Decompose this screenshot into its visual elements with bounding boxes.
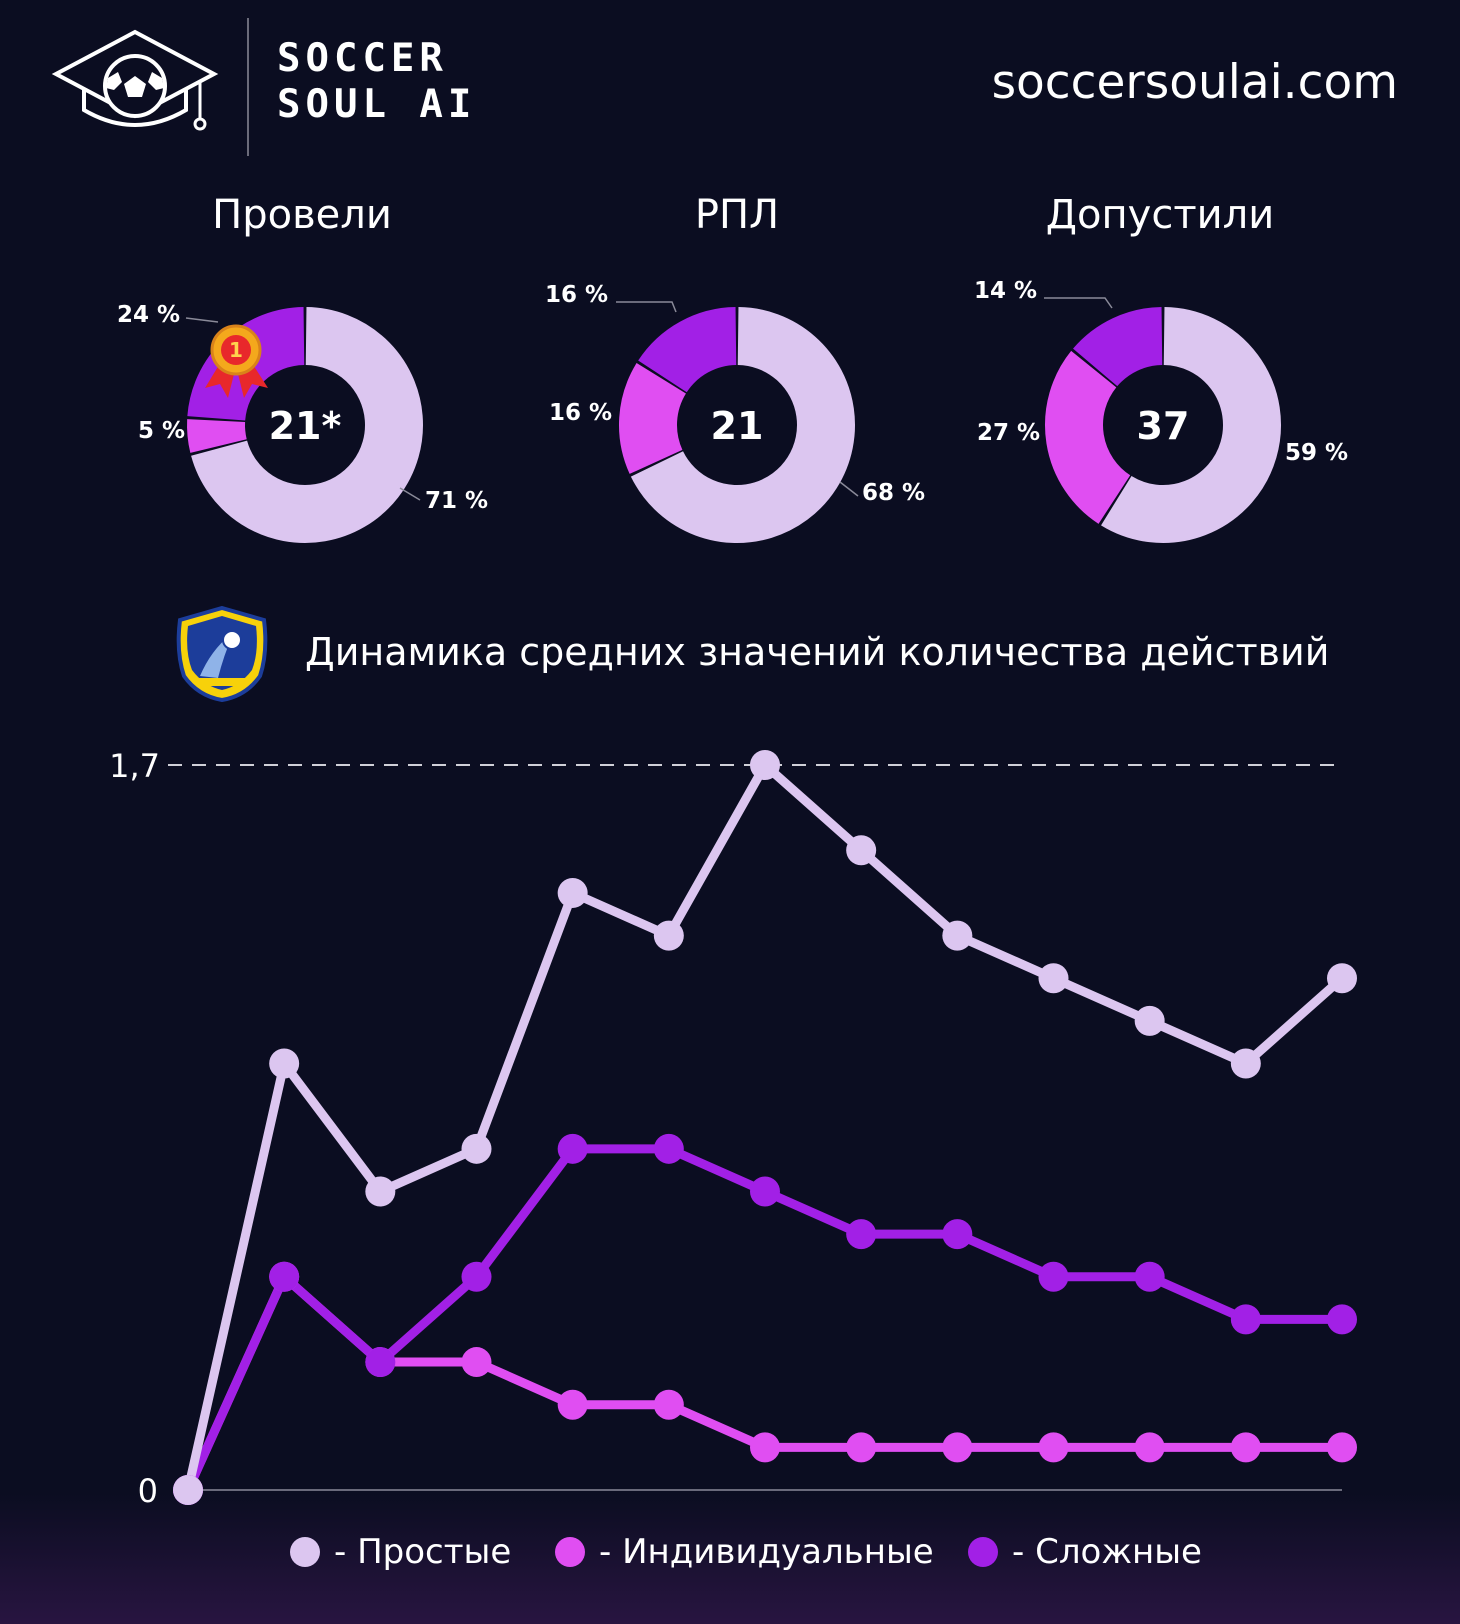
series-1-point-4 — [557, 1389, 588, 1420]
donut-title-league: РПЛ — [694, 192, 780, 238]
chart-title: Динамика средних значений количества дей… — [305, 630, 1330, 674]
series-1-point-3 — [461, 1347, 492, 1378]
brand-name-line1: SOCCER — [277, 36, 448, 81]
series-0-point-1 — [269, 1048, 300, 1079]
legend-dot-simple — [290, 1537, 320, 1567]
donut-1-center-value: 21* — [269, 404, 342, 448]
series-0-point-2 — [365, 1176, 396, 1207]
fc-rostov-badge-icon — [176, 606, 268, 702]
series-0-point-10 — [1134, 1005, 1165, 1036]
donut-2-label-complex: 16 % — [545, 282, 608, 308]
donut-3-label-individual: 27 % — [977, 420, 1040, 446]
legend-dot-individual — [555, 1537, 585, 1567]
series-line-0 — [183, 760, 1345, 1491]
svg-text:1: 1 — [229, 338, 243, 362]
site-url: soccersoulai.com — [991, 55, 1398, 110]
donut-title-scored: Провели — [212, 192, 392, 238]
donut-3-label-simple: 59 % — [1285, 440, 1348, 466]
legend-item-individual: - Индивидуальные — [555, 1532, 934, 1572]
y-tick-label-0: 0 — [138, 1472, 158, 1510]
series-2-point-5 — [653, 1133, 684, 1164]
series-2-point-3 — [461, 1261, 492, 1292]
series-2-point-9 — [1038, 1261, 1069, 1292]
donut-2-leader-complex — [616, 301, 677, 313]
donut-3-slice-complex — [1073, 307, 1164, 388]
line-chart: 01,7 — [109, 747, 1357, 1510]
donut-2-slice-complex — [638, 307, 738, 394]
donut-title-conceded: Допустили — [1045, 192, 1275, 238]
series-0-point-0 — [173, 1475, 203, 1505]
y-tick-label-max: 1,7 — [109, 747, 160, 785]
series-0-point-5 — [653, 920, 684, 951]
series-1-point-6 — [750, 1432, 780, 1463]
donut-1-slice-individual — [187, 419, 247, 453]
donut-2-slice-individual — [619, 363, 687, 474]
donut-1-leader-complex — [185, 317, 219, 323]
donut-3-leader-complex — [1044, 297, 1113, 309]
legend-label-simple: - Простые — [334, 1532, 512, 1572]
series-0-point-11 — [1230, 1048, 1261, 1079]
legend-item-complex: - Сложные — [968, 1532, 1202, 1572]
series-1-point-12 — [1327, 1432, 1357, 1463]
series-0-point-6 — [750, 750, 780, 780]
series-1-point-11 — [1230, 1432, 1261, 1463]
legend-label-complex: - Сложные — [1012, 1532, 1202, 1572]
donut-1-leader-simple — [399, 487, 421, 501]
series-2-point-11 — [1230, 1304, 1261, 1335]
series-2-point-2 — [365, 1347, 396, 1378]
series-2-point-7 — [846, 1219, 877, 1250]
brand-name-line2: SOUL AI — [277, 82, 477, 127]
donut-2-slice-simple — [630, 307, 855, 543]
series-1-point-9 — [1038, 1432, 1069, 1463]
series-1-point-8 — [942, 1432, 973, 1463]
header-divider — [247, 18, 249, 156]
donut-1-label-complex: 24 % — [117, 302, 180, 328]
donut-3-center-value: 37 — [1137, 404, 1190, 448]
bottom-glow — [0, 1494, 1460, 1624]
series-0-point-9 — [1038, 963, 1069, 994]
donut-1-label-individual: 5 % — [138, 418, 185, 444]
series-2-point-6 — [750, 1176, 780, 1207]
series-2-point-1 — [269, 1261, 300, 1292]
donut-3-slice-individual — [1045, 350, 1132, 524]
medal-icon: 1 — [205, 324, 268, 398]
donut-3-label-complex: 14 % — [974, 278, 1037, 304]
donut-2-label-simple: 68 % — [862, 480, 925, 506]
donut-2-label-individual: 16 % — [549, 400, 612, 426]
series-0-point-3 — [461, 1133, 492, 1164]
series-0-point-7 — [846, 835, 877, 866]
series-2-point-12 — [1327, 1304, 1357, 1335]
donut-1-label-simple: 71 % — [425, 488, 488, 514]
soccer-soul-logo-icon — [51, 29, 219, 131]
series-1-point-10 — [1134, 1432, 1165, 1463]
donut-1-slice-simple — [191, 307, 423, 543]
legend-dot-complex — [968, 1537, 998, 1567]
series-0-point-4 — [557, 877, 588, 908]
series-0-point-8 — [942, 920, 973, 951]
series-1-point-5 — [653, 1389, 684, 1420]
donut-2-leader-simple — [839, 481, 859, 497]
series-1-point-7 — [846, 1432, 877, 1463]
series-2-point-8 — [942, 1219, 973, 1250]
donut-3-slice-simple — [1101, 307, 1281, 543]
donut-2-center-value: 21 — [711, 404, 764, 448]
legend-label-individual: - Индивидуальные — [599, 1532, 934, 1572]
legend-item-simple: - Простые — [290, 1532, 511, 1572]
series-0-point-12 — [1327, 963, 1357, 994]
donut-charts: 71 % 5 % 24 % 21* 1 68 % 16 % 16 % 21 59 % 27 % 14 … — [117, 278, 1348, 543]
series-2-point-10 — [1134, 1261, 1165, 1292]
series-2-point-4 — [557, 1133, 588, 1164]
